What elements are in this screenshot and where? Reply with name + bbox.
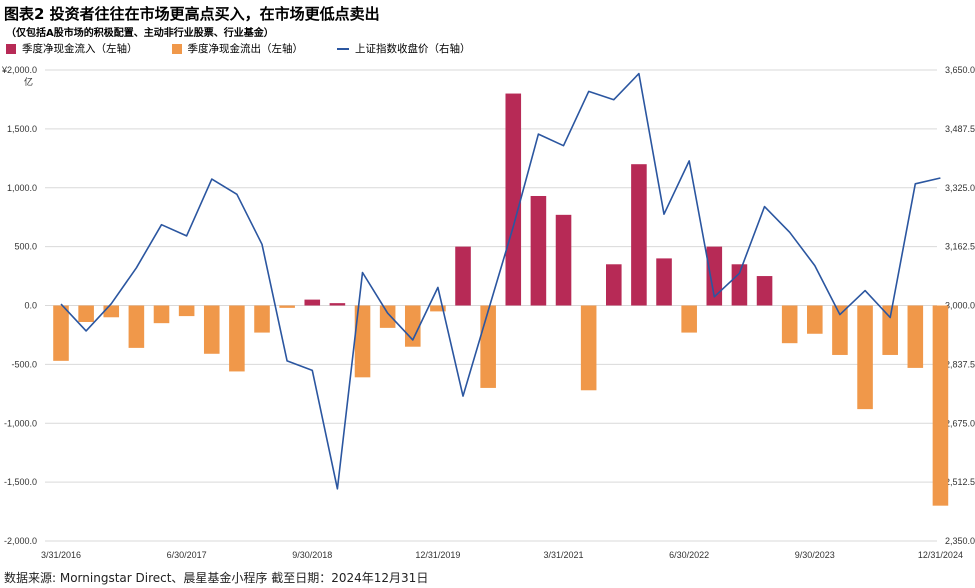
outflow-bar <box>681 305 697 333</box>
outflow-bar <box>379 305 396 328</box>
outflow-bar <box>128 305 145 348</box>
outflow-bar <box>279 305 295 308</box>
outflow-bar <box>203 305 220 354</box>
right-tick-label: 3,487.5 <box>945 124 975 134</box>
outflow-bar <box>354 305 371 378</box>
left-tick-label: -500.0 <box>11 359 37 369</box>
outflow-bar <box>480 305 496 388</box>
left-tick-label: 1,500.0 <box>7 124 37 134</box>
x-tick-label: 9/30/2018 <box>292 550 332 560</box>
x-tick-label: 9/30/2023 <box>795 550 835 560</box>
outflow-bar <box>857 305 873 410</box>
outflow-bar <box>932 305 949 506</box>
outflow-bar <box>882 305 898 355</box>
right-tick-label: 2,837.5 <box>945 359 975 369</box>
left-axis-unit: 亿 <box>24 76 33 87</box>
index-line-swatch <box>337 47 349 50</box>
outflow-bar <box>781 305 798 344</box>
index-line <box>60 72 941 490</box>
outflow-bar <box>78 305 94 322</box>
outflow-bar <box>153 305 170 324</box>
inflow-swatch <box>6 43 16 54</box>
inflow-bar <box>756 276 773 306</box>
right-tick-label: 3,162.5 <box>945 242 975 252</box>
outflow-bar <box>430 305 446 312</box>
left-tick-label: -1,000.0 <box>4 418 37 428</box>
left-tick-label: 0.0 <box>24 301 37 311</box>
outflow-swatch <box>171 43 182 54</box>
right-tick-label: 2,350.0 <box>945 536 975 546</box>
inflow-bar <box>455 246 471 306</box>
outflow-bar <box>178 305 195 317</box>
right-tick-label: 2,512.5 <box>945 477 975 487</box>
inflow-bar <box>304 299 321 306</box>
x-tick-label: 3/31/2016 <box>41 550 81 560</box>
outflow-bar <box>254 305 270 333</box>
inflow-bar <box>731 264 748 306</box>
legend-label-inflow: 季度净现金流入（左轴） <box>22 43 138 55</box>
legend: 季度净现金流入（左轴） 季度净现金流出（左轴） 上证指数收盘价（右轴） <box>6 41 505 56</box>
outflow-bar <box>807 305 823 334</box>
chart-title: 图表2 投资者往往在市场更高点买入，在市场更低点卖出 <box>4 5 380 23</box>
x-tick-label: 12/31/2019 <box>415 550 460 560</box>
inflow-bar <box>505 93 522 306</box>
right-tick-label: 3,650.0 <box>945 65 975 75</box>
x-tick-label: 6/30/2022 <box>669 550 709 560</box>
inflow-bar <box>631 164 647 306</box>
outflow-bar <box>103 305 120 318</box>
chart-subtitle: （仅包括A股市场的积极配置、主动非行业股票、行业基金） <box>6 28 274 39</box>
outflow-bar <box>229 305 245 372</box>
legend-label-index: 上证指数收盘价（右轴） <box>355 43 471 55</box>
inflow-bar <box>530 195 547 306</box>
right-tick-label: 3,325.0 <box>945 183 975 193</box>
source-note: 数据来源: Morningstar Direct、晨星基金小程序 截至日期：20… <box>4 571 429 585</box>
legend-item-inflow: 季度净现金流入（左轴） <box>6 41 138 56</box>
inflow-bar <box>706 246 723 306</box>
x-tick-label: 6/30/2017 <box>167 550 207 560</box>
outflow-bar <box>53 305 69 361</box>
legend-label-outflow: 季度净现金流出（左轴） <box>187 43 304 55</box>
left-tick-label: 500.0 <box>14 242 37 252</box>
outflow-bar <box>580 305 597 391</box>
inflow-bar <box>605 264 622 306</box>
legend-item-outflow: 季度净现金流出（左轴） <box>171 41 304 56</box>
right-tick-label: 2,675.0 <box>945 418 975 428</box>
inflow-bar <box>555 214 572 306</box>
x-tick-label: 12/31/2024 <box>918 550 963 560</box>
x-tick-label: 3/31/2021 <box>544 550 584 560</box>
outflow-bar <box>907 305 924 368</box>
legend-item-index: 上证指数收盘价（右轴） <box>337 41 471 56</box>
inflow-bar <box>329 303 346 306</box>
outflow-bar <box>832 305 848 355</box>
left-tick-label: 1,000.0 <box>7 183 37 193</box>
inflow-bar <box>656 258 672 306</box>
left-tick-label: ¥2,000.0 <box>1 65 37 75</box>
left-tick-label: -1,500.0 <box>4 477 37 487</box>
right-tick-label: 3,000.0 <box>945 301 975 311</box>
left-tick-label: -2,000.0 <box>4 536 37 546</box>
